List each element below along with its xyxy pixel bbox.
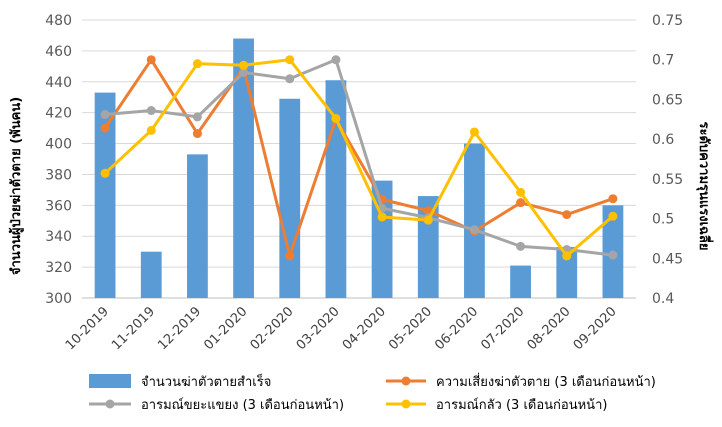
x-tick-label: 05-2020 — [386, 304, 435, 353]
data-point — [192, 129, 202, 139]
right-axis-ticks: 0.4 0.45 0.5 0.55 0.6 0.65 0.7 0.75 — [652, 13, 683, 307]
x-tick-label: 01-2020 — [201, 304, 250, 353]
right-tick-label: 0.75 — [652, 13, 683, 29]
legend-item-disgust: อารมณ์ขยะแขยง (3 เดือนก่อนหน้า) — [89, 397, 344, 413]
data-point — [377, 212, 387, 222]
series-line — [104, 58, 614, 258]
data-point — [516, 241, 526, 251]
bar — [140, 251, 162, 298]
left-tick-label: 420 — [45, 106, 72, 122]
series-line — [104, 58, 614, 257]
right-axis-title: ระดับความรุนแรงเฉลี่ย — [696, 122, 714, 251]
data-point — [516, 198, 526, 208]
data-point — [285, 55, 295, 65]
legend-item-bars: จำนวนฆ่าตัวตายสำเร็จ — [89, 372, 271, 390]
left-axis-ticks: 300 320 340 360 380 400 420 440 460 480 — [45, 13, 72, 307]
data-point — [331, 113, 341, 123]
data-point — [469, 127, 479, 137]
legend-label-risk: ความเสี่ยงฆ่าตัวตาย (3 เดือนก่อนหน้า) — [436, 373, 656, 390]
bar — [325, 80, 347, 298]
legend-label-fear: อารมณ์กลัว (3 เดือนก่อนหน้า) — [436, 397, 607, 413]
data-point — [469, 225, 479, 235]
legend: จำนวนฆ่าตัวตายสำเร็จ ความเสี่ยงฆ่าตัวตาย… — [89, 372, 656, 413]
legend-swatch-bars — [89, 374, 131, 388]
right-tick-label: 0.55 — [652, 172, 683, 188]
data-point — [100, 110, 110, 120]
data-point — [331, 55, 341, 65]
right-tick-label: 0.5 — [652, 212, 674, 228]
data-point — [100, 123, 110, 133]
data-point — [608, 250, 618, 260]
x-tick-label: 09-2020 — [571, 304, 620, 353]
data-point — [192, 112, 202, 122]
data-point — [608, 194, 618, 204]
left-tick-label: 300 — [45, 291, 72, 307]
legend-item-fear: อารมณ์กลัว (3 เดือนก่อนหน้า) — [386, 397, 607, 413]
data-point — [146, 106, 156, 116]
bar — [464, 143, 485, 298]
bar — [510, 265, 531, 298]
right-tick-label: 0.7 — [652, 53, 674, 69]
data-point — [608, 211, 618, 221]
right-tick-label: 0.4 — [652, 291, 674, 307]
data-point — [239, 67, 249, 77]
left-tick-label: 460 — [45, 44, 72, 60]
left-tick-label: 380 — [45, 167, 72, 183]
right-tick-label: 0.45 — [652, 251, 683, 267]
left-tick-label: 340 — [45, 229, 72, 245]
legend-swatch-risk-marker — [401, 376, 411, 386]
data-point — [192, 59, 202, 69]
data-point — [423, 215, 433, 225]
bar — [417, 196, 439, 298]
data-point — [100, 168, 110, 178]
data-point — [285, 251, 295, 261]
bar — [556, 247, 578, 298]
left-tick-label: 360 — [45, 198, 72, 214]
legend-label-disgust: อารมณ์ขยะแขยง (3 เดือนก่อนหน้า) — [141, 397, 344, 413]
line-series — [100, 55, 618, 261]
x-tick-label: 08-2020 — [525, 304, 574, 353]
left-tick-label: 320 — [45, 260, 72, 276]
x-axis-ticks: 10-201911-201912-201901-202002-202003-20… — [63, 304, 620, 353]
data-point — [285, 74, 295, 84]
x-tick-label: 04-2020 — [340, 304, 389, 353]
x-tick-label: 03-2020 — [294, 304, 343, 353]
data-point — [516, 187, 526, 197]
bar — [279, 98, 301, 299]
bar — [187, 154, 208, 298]
left-tick-label: 440 — [45, 75, 72, 91]
left-tick-label: 480 — [45, 13, 72, 29]
bar — [94, 92, 116, 298]
data-point — [562, 251, 572, 261]
left-axis-title: จำนวนผู้ป่วยฆ่าตัวตาย (พันคน) — [8, 97, 24, 275]
x-tick-label: 10-2019 — [63, 304, 112, 353]
data-point — [562, 210, 572, 220]
bar — [233, 38, 254, 299]
data-point — [239, 60, 249, 70]
legend-swatch-fear-marker — [401, 399, 411, 409]
legend-swatch-disgust-marker — [105, 399, 115, 409]
x-tick-label: 12-2019 — [155, 304, 204, 353]
x-tick-label: 06-2020 — [432, 304, 481, 353]
x-tick-label: 07-2020 — [478, 304, 527, 353]
right-tick-label: 0.6 — [652, 132, 674, 148]
right-tick-label: 0.65 — [652, 92, 683, 108]
x-tick-label: 11-2019 — [109, 304, 158, 353]
left-tick-label: 400 — [45, 137, 72, 153]
data-point — [146, 55, 156, 65]
legend-item-risk: ความเสี่ยงฆ่าตัวตาย (3 เดือนก่อนหน้า) — [386, 373, 656, 390]
data-point — [146, 125, 156, 135]
legend-label-bars: จำนวนฆ่าตัวตายสำเร็จ — [141, 372, 271, 390]
x-tick-label: 02-2020 — [248, 304, 297, 353]
